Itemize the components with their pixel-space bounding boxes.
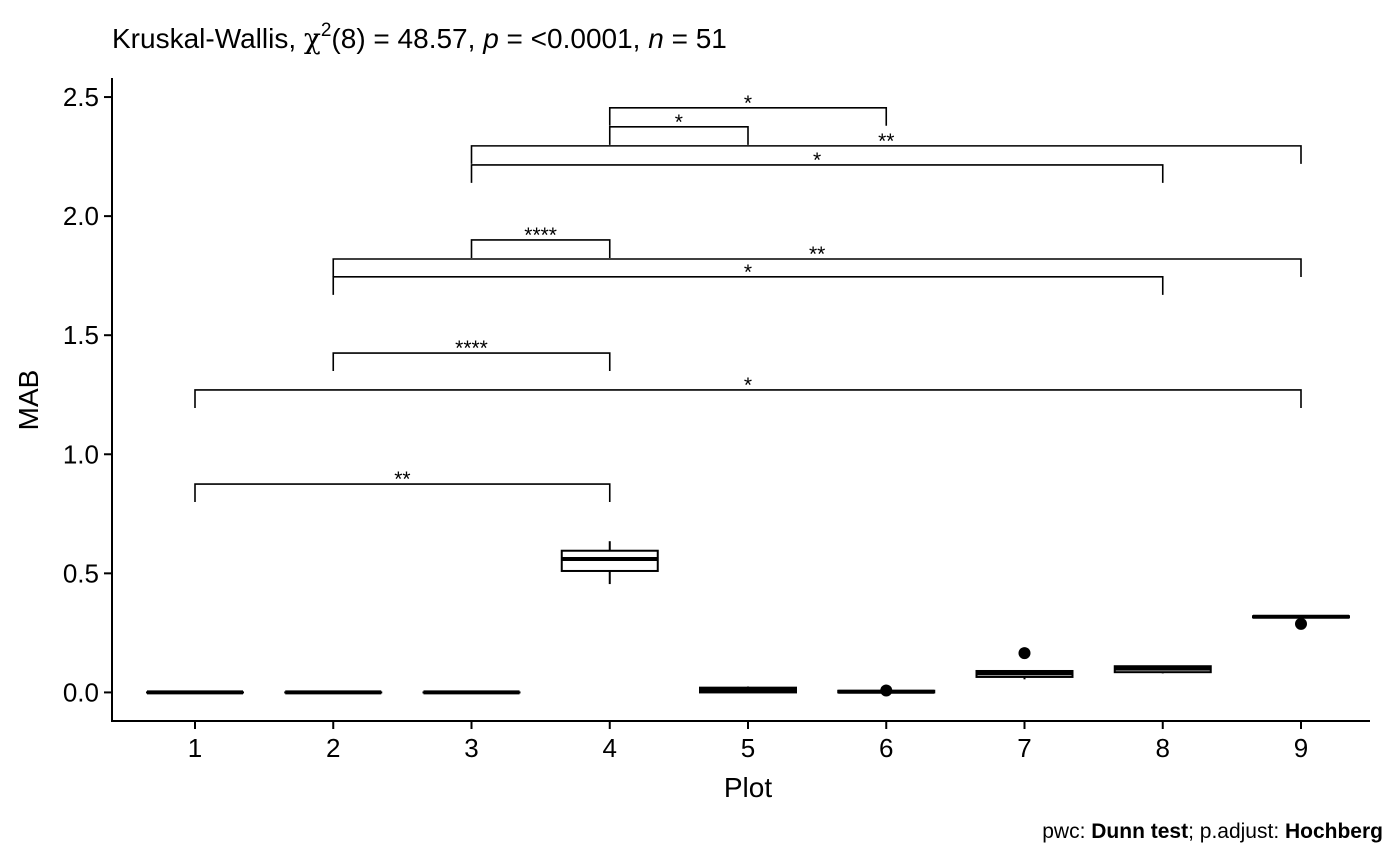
comparison-bracket: **** bbox=[332, 337, 611, 372]
comparison-bracket: **** bbox=[470, 224, 611, 258]
x-axis-ticks: 1 2 3 4 5 6 7 8 9 bbox=[188, 721, 1308, 763]
y-tick-label: 0.0 bbox=[63, 677, 99, 707]
bracket-significance-label: * bbox=[744, 374, 752, 397]
y-tick-label: 2.0 bbox=[63, 201, 99, 231]
x-axis-title: Plot bbox=[724, 772, 772, 803]
box-group-5 bbox=[699, 686, 797, 694]
chart-caption: pwc: Dunn test; p.adjust: Hochberg bbox=[1042, 820, 1383, 843]
bracket-significance-label: * bbox=[744, 261, 752, 284]
x-tick-label: 8 bbox=[1156, 733, 1170, 763]
y-axis-title: MAB bbox=[13, 370, 44, 431]
bracket-line bbox=[332, 352, 611, 372]
bracket-line bbox=[194, 483, 611, 503]
x-tick-label: 6 bbox=[879, 733, 893, 763]
bracket-line bbox=[194, 389, 1302, 408]
bracket-line bbox=[332, 276, 1164, 295]
bracket-significance-label: * bbox=[813, 149, 821, 172]
box-group-8 bbox=[1113, 665, 1212, 674]
bracket-significance-label: * bbox=[744, 92, 752, 115]
plot-area: ******************* bbox=[146, 92, 1350, 697]
y-tick-label: 0.5 bbox=[63, 558, 99, 588]
comparison-bracket: ** bbox=[332, 243, 1302, 277]
x-tick-label: 4 bbox=[603, 733, 617, 763]
bracket-significance-label: ** bbox=[394, 468, 410, 491]
x-tick-label: 3 bbox=[464, 733, 478, 763]
y-tick-label: 1.0 bbox=[63, 439, 99, 469]
bracket-significance-label: * bbox=[675, 111, 683, 134]
box-group-9 bbox=[1252, 614, 1350, 630]
box-group-7 bbox=[975, 647, 1074, 680]
comparison-bracket: * bbox=[470, 149, 1164, 183]
bracket-significance-label: ** bbox=[878, 130, 894, 153]
chart-title: Kruskal-Wallis, χ2(8) = 48.57, p = <0.00… bbox=[112, 20, 727, 55]
box-group-6 bbox=[837, 684, 936, 697]
comparison-bracket: ** bbox=[470, 130, 1302, 164]
x-tick-label: 7 bbox=[1017, 733, 1031, 763]
x-tick-label: 2 bbox=[326, 733, 340, 763]
bracket-line bbox=[470, 239, 611, 258]
bracket-significance-label: **** bbox=[455, 337, 488, 360]
x-tick-label: 9 bbox=[1294, 733, 1308, 763]
y-tick-label: 2.5 bbox=[63, 82, 99, 112]
box-group-4 bbox=[560, 541, 659, 585]
bracket-line bbox=[332, 258, 1302, 277]
y-axis-ticks: 0.0 0.5 1.0 1.5 2.0 2.5 bbox=[63, 82, 112, 707]
comparison-bracket: * bbox=[194, 374, 1302, 408]
bracket-line bbox=[608, 126, 749, 145]
box-outlier-point bbox=[1018, 647, 1031, 660]
x-tick-label: 1 bbox=[188, 733, 202, 763]
comparison-bracket: * bbox=[608, 111, 749, 145]
comparison-bracket: * bbox=[608, 92, 888, 126]
x-tick-label: 5 bbox=[741, 733, 755, 763]
bracket-line bbox=[470, 164, 1164, 183]
comparison-bracket: * bbox=[332, 261, 1164, 295]
box-outlier-point bbox=[1295, 617, 1307, 630]
bracket-significance-label: ** bbox=[809, 243, 825, 266]
bracket-significance-label: **** bbox=[524, 224, 557, 247]
y-tick-label: 1.5 bbox=[63, 320, 99, 350]
comparison-bracket: ** bbox=[194, 468, 611, 503]
bracket-line bbox=[608, 106, 888, 126]
bracket-line bbox=[470, 145, 1302, 164]
box-outlier-point bbox=[880, 684, 893, 697]
